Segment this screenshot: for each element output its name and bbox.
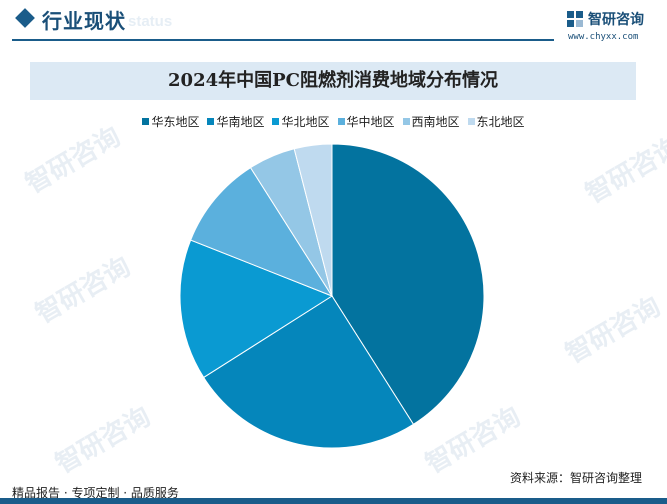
brand-name: 智研咨询 xyxy=(588,12,644,28)
pie-slice xyxy=(293,143,333,297)
legend-label: 东北地区 xyxy=(476,114,525,129)
legend-label: 华南地区 xyxy=(216,114,265,129)
legend-item: 西南地区 xyxy=(402,113,460,129)
footer-tagline: 精品报告 · 专项定制 · 品质服务 xyxy=(12,486,179,500)
brand-url: www.chyxx.com xyxy=(568,32,639,42)
chart-legend: 华东地区 华南地区 华北地区 华中地区 西南地区 东北地区 xyxy=(0,113,667,129)
chart-title: 2024年中国PC阻燃剂消费地域分布情况 xyxy=(168,70,498,91)
legend-label: 华北地区 xyxy=(281,114,330,129)
pie-slice xyxy=(331,143,485,426)
legend-label: 西南地区 xyxy=(411,114,460,129)
chart-title-band: 2024年中国PC阻燃剂消费地域分布情况 xyxy=(30,62,636,100)
pie-slice xyxy=(190,166,334,298)
legend-item: 华北地区 xyxy=(272,113,330,129)
legend-swatch xyxy=(142,117,150,125)
brand: 智研咨询 www.chyxx.com xyxy=(566,9,661,45)
legend-item: 华南地区 xyxy=(207,113,264,129)
legend-swatch xyxy=(402,117,410,125)
header-ghost-text: status xyxy=(128,13,173,30)
legend-label: 华中地区 xyxy=(346,114,395,129)
legend-swatch xyxy=(467,117,475,125)
legend-swatch xyxy=(337,117,345,125)
pie-slice xyxy=(202,295,415,449)
header: status 行业现状 智研咨询 www.chyxx.com xyxy=(0,0,667,44)
legend-swatch xyxy=(272,117,280,125)
pie-slice xyxy=(179,239,334,379)
source-note: 资料来源：智研咨询整理 xyxy=(510,471,643,485)
legend-item: 东北地区 xyxy=(467,113,525,129)
header-divider xyxy=(12,39,554,41)
brand-logo-icon xyxy=(567,11,583,27)
legend-item: 华中地区 xyxy=(337,113,395,129)
footer-bar xyxy=(0,498,667,504)
legend-swatch xyxy=(207,117,215,125)
legend-label: 华东地区 xyxy=(151,114,200,129)
legend-item: 华东地区 xyxy=(142,113,199,129)
section-title: 行业现状 xyxy=(42,9,126,33)
